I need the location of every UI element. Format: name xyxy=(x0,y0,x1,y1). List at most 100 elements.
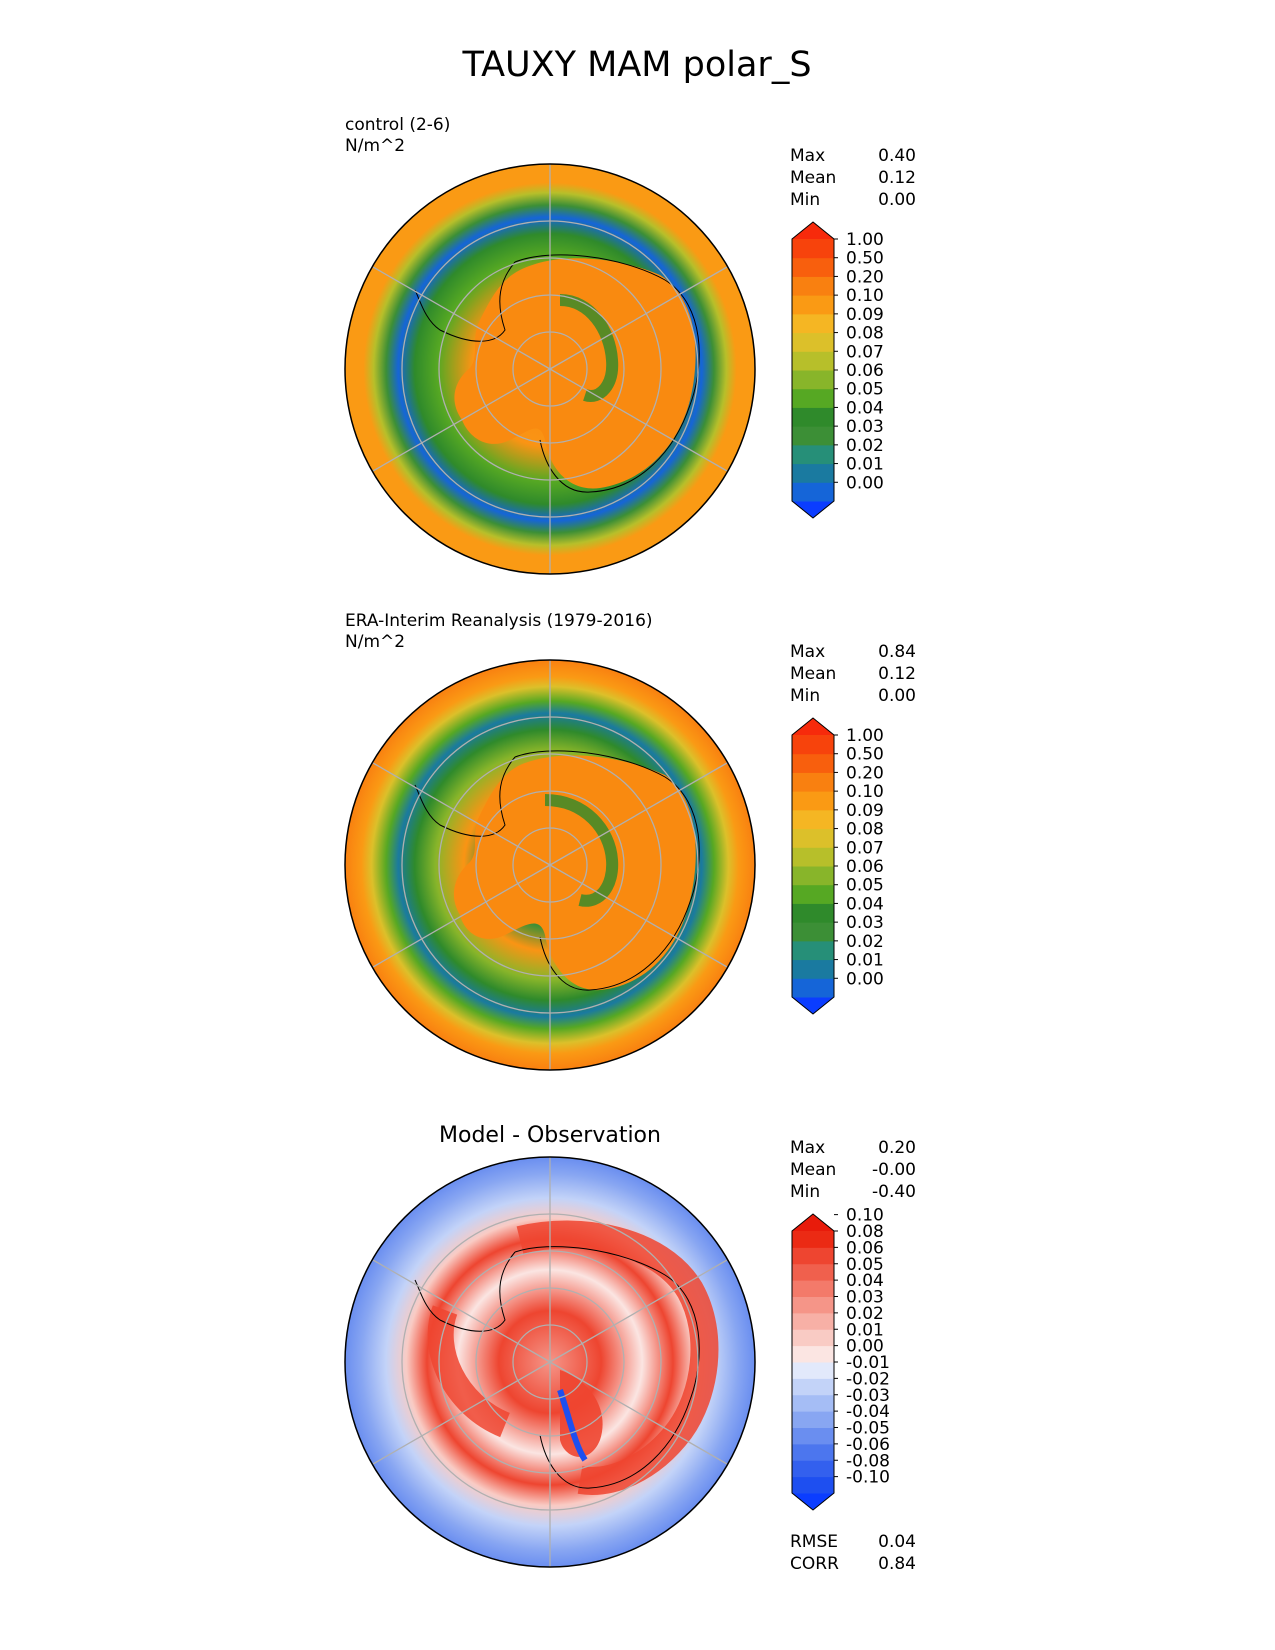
colorbar-band xyxy=(792,388,834,408)
stat-label: Mean xyxy=(790,664,836,684)
colorbar-tick-label: 0.07 xyxy=(846,838,884,858)
stat-value: 0.12 xyxy=(878,664,916,684)
panel3-cool-streak xyxy=(557,1389,588,1462)
panel-control: control (2-6) N/m^2 Max 0.40 Mean 0.12 M… xyxy=(344,115,916,575)
panel3-map-border xyxy=(344,1156,756,1568)
colorbar-tick-label: 0.10 xyxy=(846,782,884,802)
colorbar-outline xyxy=(791,717,835,1015)
colorbar-band xyxy=(792,903,834,923)
colorbar-tick-label: -0.03 xyxy=(846,1386,890,1406)
panel-reanalysis: ERA-Interim Reanalysis (1979-2016) N/m^2… xyxy=(344,611,916,1071)
colorbar-band xyxy=(792,295,834,315)
colorbar-band xyxy=(792,332,834,352)
colorbar-tick-label: -0.01 xyxy=(846,1353,890,1373)
colorbar-tick-label: 0.03 xyxy=(846,417,884,437)
panel1-stats: Max 0.40 Mean 0.12 Min 0.00 xyxy=(790,146,916,210)
panel3-interior-warm xyxy=(560,1370,603,1457)
colorbar-tick-label: 0.08 xyxy=(846,324,884,344)
colorbar-tick-label: 0.10 xyxy=(846,286,884,306)
colorbar-band xyxy=(792,1378,834,1396)
panel1-antarctica-field xyxy=(454,258,696,489)
panel2-antarctica-field xyxy=(453,755,696,991)
colorbar-tick-label: 0.50 xyxy=(846,249,884,269)
colorbar-band xyxy=(792,313,834,334)
metric-value: 0.04 xyxy=(878,1532,916,1552)
colorbar-tick-label: 0.01 xyxy=(846,951,884,971)
stat-value: 0.84 xyxy=(878,642,916,662)
colorbar-tick-label: 0.07 xyxy=(846,342,884,362)
colorbar-band xyxy=(792,1296,834,1314)
colorbar-extend-min xyxy=(792,1493,834,1510)
colorbar-band xyxy=(792,1312,834,1330)
stat-label: Max xyxy=(790,642,825,662)
colorbar-tick-label: 0.08 xyxy=(846,1222,884,1242)
colorbar-band xyxy=(792,978,834,998)
panel3-east-warm-band xyxy=(516,1220,719,1495)
colorbar-band xyxy=(792,884,834,904)
colorbar-outline xyxy=(791,221,835,519)
panel1-colorbar: 0.000.010.020.030.040.050.060.070.080.09… xyxy=(791,221,884,519)
panel2-map-border xyxy=(344,659,756,1071)
colorbar-tick-label: 0.01 xyxy=(846,455,884,475)
stat-label: Min xyxy=(790,686,820,706)
panel2-coastline xyxy=(414,750,700,991)
colorbar-tick-label: 0.05 xyxy=(846,876,884,896)
colorbar-band xyxy=(792,1427,834,1445)
colorbar-tick-label: 0.10 xyxy=(846,1206,884,1226)
colorbar-tick-label: 0.06 xyxy=(846,857,884,877)
colorbar-band xyxy=(792,1280,834,1297)
colorbar-outline xyxy=(791,1213,835,1511)
colorbar-tick-label: 1.00 xyxy=(846,230,884,250)
colorbar-band xyxy=(792,482,834,502)
colorbar-band xyxy=(792,753,834,773)
panel3-subtitle: Model - Observation xyxy=(439,1123,661,1148)
panel1-units: N/m^2 xyxy=(345,136,405,156)
colorbar-extend-max xyxy=(792,1214,834,1231)
colorbar-band xyxy=(792,1476,834,1494)
colorbar-band xyxy=(792,444,834,465)
panel3-graticule xyxy=(372,1157,728,1567)
colorbar-tick-label: -0.08 xyxy=(846,1451,890,1471)
colorbar-band xyxy=(792,940,834,961)
colorbar-band xyxy=(792,276,834,296)
colorbar-band xyxy=(792,735,834,755)
stat-label: Mean xyxy=(790,168,836,188)
colorbar-tick-label: 0.01 xyxy=(846,1320,884,1340)
colorbar-tick-label: 0.06 xyxy=(846,1238,884,1258)
panel1-graticule xyxy=(372,164,728,574)
panel3-metrics: RMSE 0.04 CORR 0.84 xyxy=(790,1532,916,1574)
stat-value: 0.40 xyxy=(878,146,916,166)
colorbar-tick-label: 0.05 xyxy=(846,380,884,400)
colorbar-tick-label: 0.09 xyxy=(846,801,884,821)
colorbar-tick-label: 0.03 xyxy=(846,913,884,933)
panel2-subtitle: ERA-Interim Reanalysis (1979-2016) xyxy=(345,611,653,631)
colorbar-band xyxy=(792,1394,834,1412)
colorbar-band xyxy=(792,959,834,979)
colorbar-tick-label: 0.06 xyxy=(846,361,884,381)
panel1-coastline xyxy=(414,254,700,493)
stat-label: Min xyxy=(790,1182,820,1202)
colorbar-band xyxy=(792,1362,834,1379)
colorbar-tick-label: 0.00 xyxy=(846,1337,884,1357)
stat-label: Max xyxy=(790,146,825,166)
colorbar-tick-label: 0.08 xyxy=(846,820,884,840)
colorbar-tick-label: 0.02 xyxy=(846,436,884,456)
panel2-stats: Max 0.84 Mean 0.12 Min 0.00 xyxy=(790,642,916,706)
colorbar-band xyxy=(792,791,834,811)
figure-title: TAUXY MAM polar_S xyxy=(461,45,811,85)
colorbar-extend-max xyxy=(792,718,834,735)
colorbar-band xyxy=(792,1443,834,1461)
colorbar-band xyxy=(792,407,834,427)
colorbar-tick-label: 0.00 xyxy=(846,969,884,989)
panel2-colorbar: 0.000.010.020.030.040.050.060.070.080.09… xyxy=(791,717,884,1015)
panel2-units: N/m^2 xyxy=(345,632,405,652)
colorbar-tick-label: -0.05 xyxy=(846,1419,890,1439)
panel-difference: Model - Observation Max 0.20 Mean -0.00 xyxy=(344,1123,916,1574)
colorbar-band xyxy=(792,1460,834,1478)
stat-value: -0.40 xyxy=(872,1182,916,1202)
colorbar-band xyxy=(792,370,834,390)
stat-value: 0.12 xyxy=(878,168,916,188)
colorbar-band xyxy=(792,239,834,259)
colorbar-tick-label: 0.04 xyxy=(846,894,884,914)
panel3-stats: Max 0.20 Mean -0.00 Min -0.40 xyxy=(790,1138,916,1202)
